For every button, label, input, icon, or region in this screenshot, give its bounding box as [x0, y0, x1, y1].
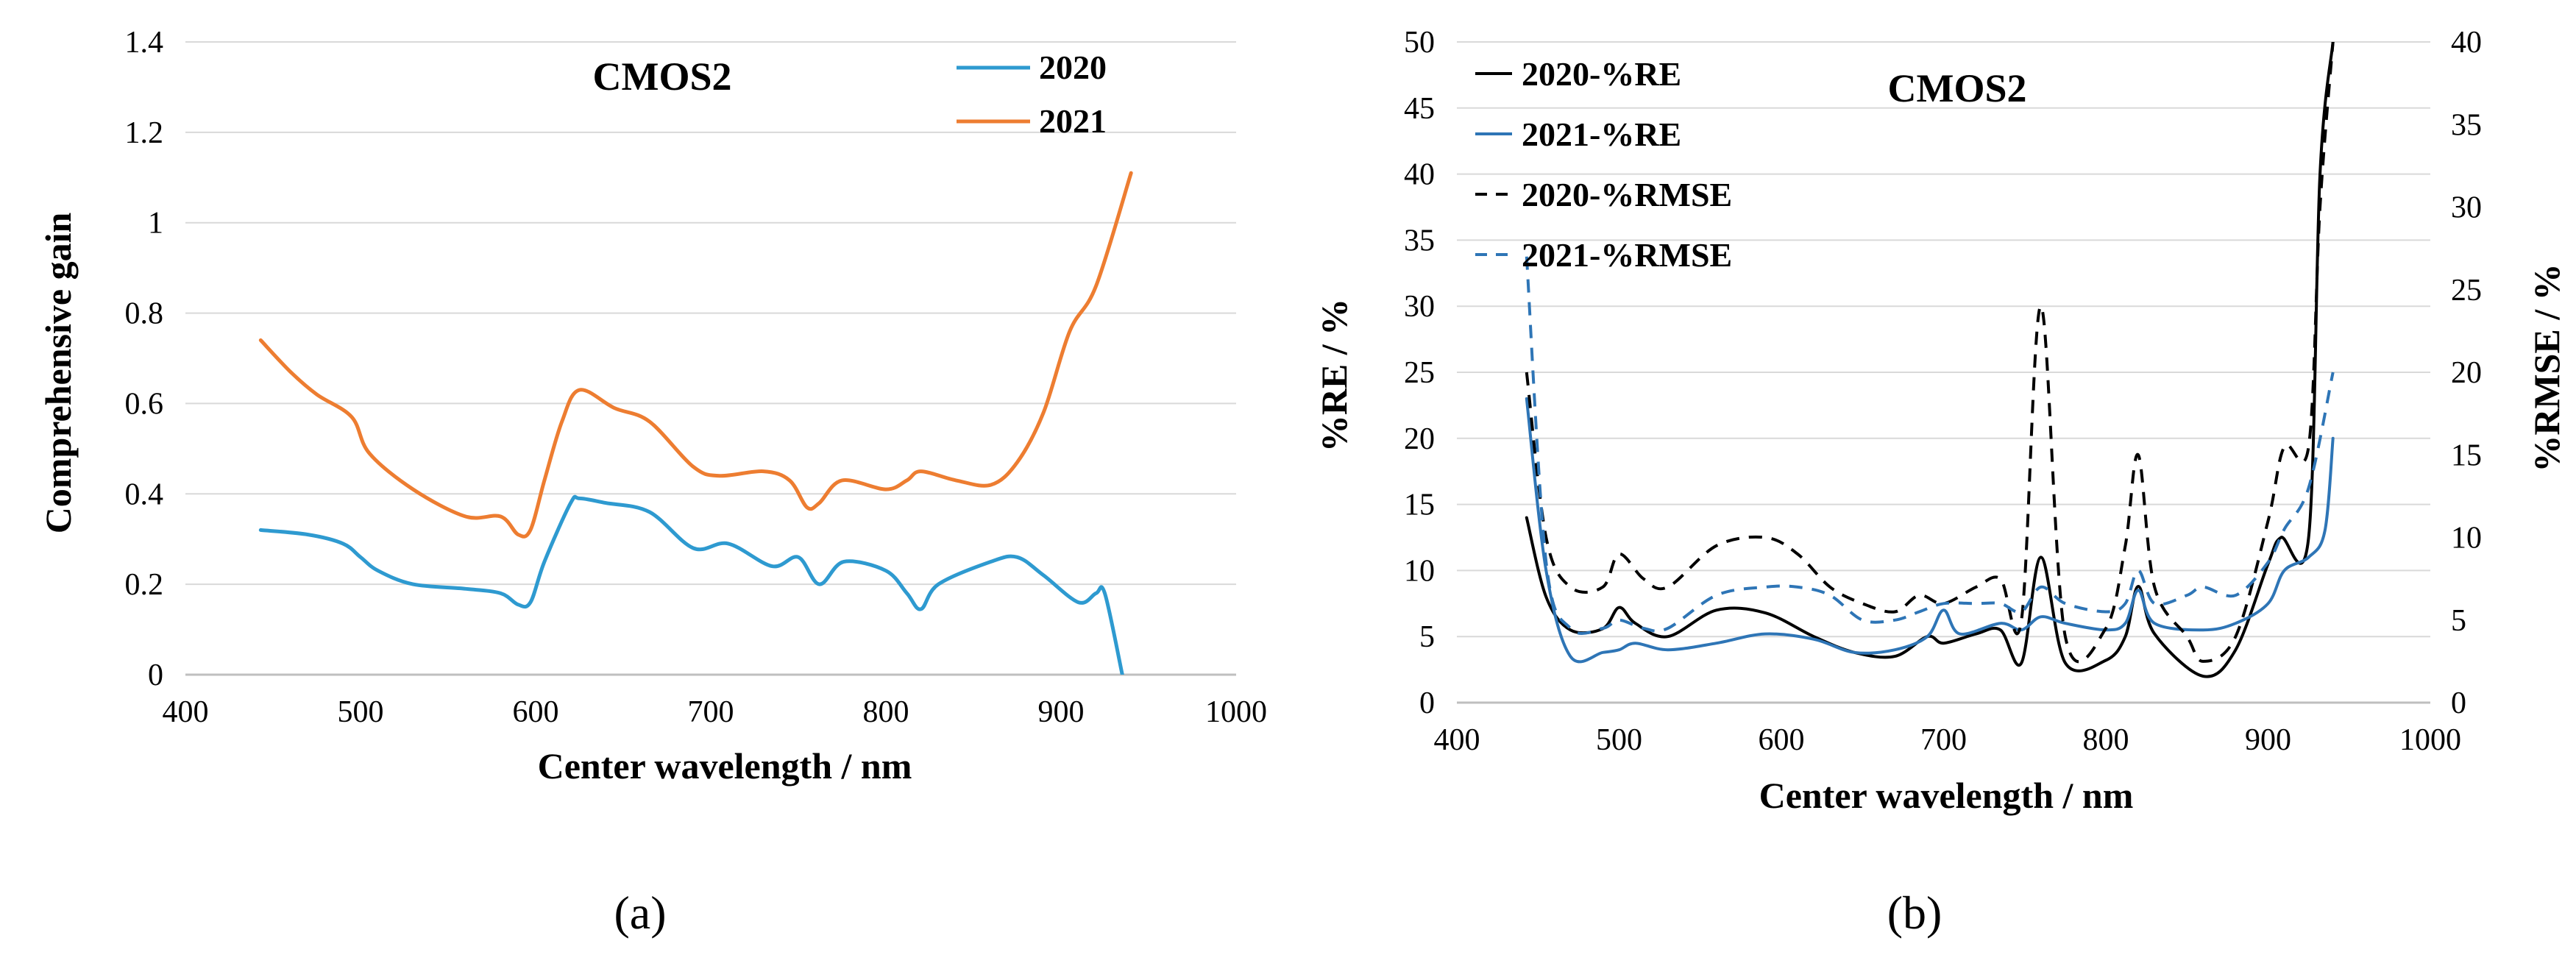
chart-b-y2-tick-label: 25 — [2451, 274, 2482, 308]
chart-a-gridlines — [185, 41, 1236, 675]
chart-b-x-tick-labels: 400 500 600 700 800 900 1000 — [1434, 723, 2462, 757]
chart-b-y-tick-label: 45 — [1404, 92, 1435, 126]
chart-b-y2-tick-labels: 0 5 10 15 20 25 30 35 40 — [2451, 26, 2482, 720]
legend-label-2020-re: 2020-%RE — [1522, 55, 1681, 93]
chart-b-y-tick-label: 35 — [1404, 224, 1435, 258]
chart-b-y-tick-label: 0 — [1419, 686, 1435, 720]
legend-label-2021: 2021 — [1039, 102, 1107, 140]
chart-b-y2-tick-label: 30 — [2451, 191, 2482, 225]
chart-a-y-tick-label: 1.2 — [125, 116, 164, 150]
chart-a-x-tick-label: 900 — [1038, 695, 1085, 729]
chart-a-x-tick-label: 800 — [863, 695, 909, 729]
chart-b-x-tick-label: 500 — [1596, 723, 1642, 757]
chart-a-y-tick-label: 0.2 — [125, 568, 164, 602]
chart-b-y-axis-title: %RE / % — [1313, 299, 1355, 452]
chart-b-x-tick-label: 1000 — [2399, 723, 2461, 757]
chart-b-title: CMOS2 — [1888, 66, 2027, 110]
series-line-2020 — [258, 494, 1124, 675]
chart-b-y2-tick-label: 0 — [2451, 686, 2466, 720]
chart-b-y-tick-label: 50 — [1404, 26, 1435, 60]
chart-b-y2-tick-label: 40 — [2451, 26, 2482, 60]
series-line-2021-re — [1525, 397, 2335, 664]
chart-b-series — [1525, 42, 2335, 678]
chart-b-x-tick-label: 800 — [2083, 723, 2129, 757]
chart-a-y-tick-labels: 0 0.2 0.4 0.6 0.8 1 1.2 1.4 — [125, 26, 164, 692]
chart-b-y2-tick-label: 20 — [2451, 356, 2482, 390]
chart-b-y-tick-label: 15 — [1404, 489, 1435, 522]
chart-b-y-tick-label: 25 — [1404, 356, 1435, 390]
chart-a-y-tick-label: 0.6 — [125, 387, 164, 421]
series-line-2021-rmse — [1525, 256, 2335, 636]
chart-a-y-tick-label: 1 — [148, 207, 163, 241]
chart-b-y2-axis-title: %RMSE / % — [2526, 263, 2567, 472]
chart-a-x-tick-label: 1000 — [1205, 695, 1267, 729]
chart-a-x-tick-label: 400 — [163, 695, 209, 729]
chart-b-y-tick-label: 5 — [1419, 620, 1435, 654]
chart-b-x-tick-label: 400 — [1434, 723, 1480, 757]
series-line-2020-re — [1525, 42, 2335, 678]
chart-b-y-tick-label: 30 — [1404, 290, 1435, 324]
chart-b-x-tick-label: 700 — [1920, 723, 1967, 757]
chart-a-y-tick-label: 0 — [148, 658, 163, 692]
chart-a-y-axis-title: Comprehensive gain — [38, 213, 79, 534]
chart-a-y-tick-label: 0.8 — [125, 297, 164, 331]
series-line-2020-rmse — [1525, 42, 2335, 664]
chart-a-title: CMOS2 — [593, 54, 732, 99]
chart-a-x-tick-label: 500 — [338, 695, 384, 729]
chart-b-y-tick-labels: 0 5 10 15 20 25 30 35 40 45 50 — [1404, 26, 1435, 720]
chart-b: 400 500 600 700 800 900 1000 05101520253035404… — [1313, 26, 2567, 939]
series-line-2021 — [258, 171, 1133, 539]
chart-b-x-axis-title: Center wavelength / nm — [1759, 775, 2134, 816]
chart-b-x-tick-label: 900 — [2245, 723, 2291, 757]
chart-a-x-tick-labels: 400 500 600 700 800 900 1000 — [163, 695, 1268, 729]
chart-a-series — [258, 171, 1133, 675]
panel-label-b: (b) — [1887, 887, 1942, 939]
chart-b-y2-tick-label: 15 — [2451, 438, 2482, 472]
chart-a-legend: 2020 2021 — [957, 49, 1107, 140]
chart-a-x-tick-label: 600 — [513, 695, 559, 729]
panel-label-a: (a) — [614, 887, 666, 939]
legend-label-2021-re: 2021-%RE — [1522, 116, 1681, 153]
chart-b-y-tick-label: 10 — [1404, 554, 1435, 588]
chart-b-y-tick-label: 40 — [1404, 158, 1435, 192]
chart-a-x-tick-label: 700 — [688, 695, 734, 729]
chart-a-y-tick-label: 0.4 — [125, 477, 164, 511]
chart-b-y2-tick-label: 5 — [2451, 604, 2466, 638]
chart-a-y-tick-label: 1.4 — [125, 26, 164, 60]
chart-b-y-tick-label: 20 — [1404, 422, 1435, 456]
chart-a-x-axis-title: Center wavelength / nm — [538, 745, 912, 787]
chart-b-y2-tick-label: 10 — [2451, 522, 2482, 555]
chart-a: 400 500 600 700 800 900 1000 0 0.2 0.4 0.6 0.8 1 1.2… — [38, 26, 1267, 939]
chart-b-legend: 2020-%RE 2021-%RE 2020-%RMSE 2021-%RMSE — [1475, 55, 1732, 274]
chart-b-y2-tick-label: 35 — [2451, 108, 2482, 142]
legend-label-2020: 2020 — [1039, 49, 1107, 86]
chart-b-x-tick-label: 600 — [1759, 723, 1805, 757]
legend-label-2021-rmse: 2021-%RMSE — [1522, 236, 1732, 274]
legend-label-2020-rmse: 2020-%RMSE — [1522, 176, 1732, 213]
